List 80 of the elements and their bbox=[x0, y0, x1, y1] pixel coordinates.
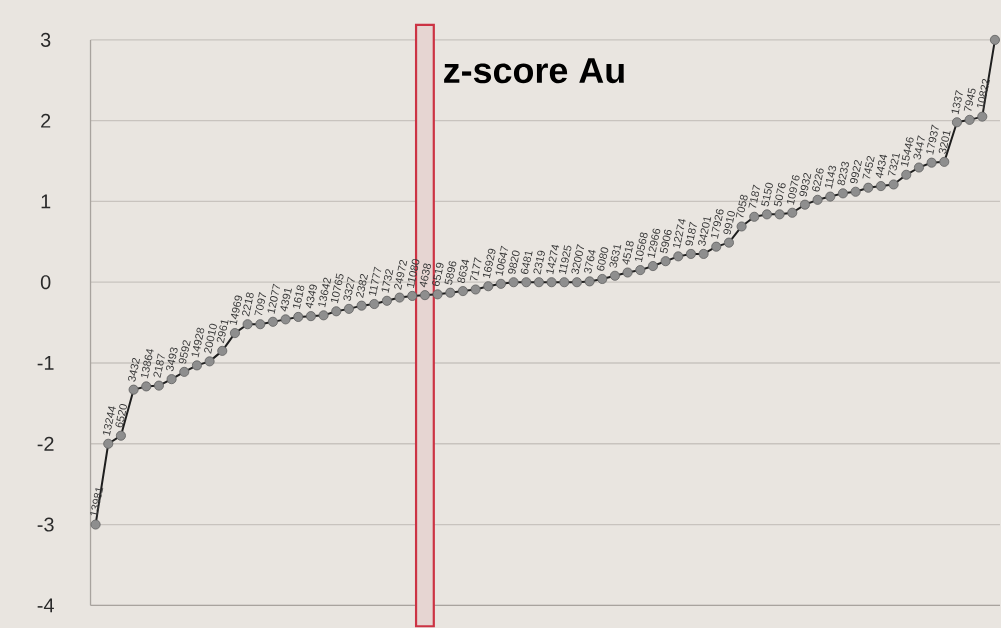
x-tick-label: 6080 bbox=[596, 247, 609, 271]
x-tick-label: 4349 bbox=[305, 284, 317, 309]
x-tick-label: 9932 bbox=[799, 172, 812, 197]
x-tick-label: 10765 bbox=[330, 273, 344, 304]
x-tick-label: 6519 bbox=[432, 262, 444, 286]
x-tick-label: 9910 bbox=[723, 210, 735, 235]
x-tick-label: 13244 bbox=[102, 406, 116, 436]
x-tick-label: 7452 bbox=[862, 155, 875, 179]
x-tick-label: 14274 bbox=[546, 244, 560, 275]
x-tick-label: 6481 bbox=[520, 251, 533, 274]
x-tick-label: 16929 bbox=[482, 248, 496, 279]
x-tick-label: 4518 bbox=[622, 240, 634, 265]
x-tick-label: 10822 bbox=[976, 78, 990, 109]
y-tick-label: -4 bbox=[37, 598, 54, 613]
y-tick-label: 1 bbox=[41, 194, 51, 209]
x-tick-label: 15446 bbox=[900, 137, 914, 167]
x-tick-label: 10568 bbox=[634, 232, 648, 262]
x-tick-label: 5896 bbox=[444, 260, 457, 285]
x-tick-label: 7321 bbox=[887, 153, 900, 176]
x-tick-label: 5076 bbox=[773, 182, 786, 207]
x-tick-label: 3493 bbox=[166, 347, 178, 372]
x-tick-label: 3764 bbox=[584, 249, 596, 274]
x-tick-label: 34201 bbox=[698, 217, 712, 246]
x-tick-label: 24972 bbox=[394, 259, 408, 290]
x-tick-label: 4434 bbox=[875, 154, 888, 179]
x-tick-label: 3432 bbox=[128, 357, 140, 382]
y-tick-label: -3 bbox=[37, 517, 54, 532]
y-tick-label: -2 bbox=[37, 436, 54, 451]
x-tick-label: 14969 bbox=[229, 295, 243, 325]
x-tick-label: 9592 bbox=[178, 340, 191, 364]
x-tick-label: 11080 bbox=[406, 259, 420, 288]
x-tick-label: 6520 bbox=[115, 403, 127, 428]
x-tick-label: 12077 bbox=[267, 283, 281, 314]
x-tick-label: 2319 bbox=[533, 250, 545, 275]
x-tick-label: 10976 bbox=[786, 174, 800, 205]
x-tick-label: 1337 bbox=[951, 90, 963, 115]
x-tick-label: 13981 bbox=[90, 487, 104, 517]
x-tick-label: 7058 bbox=[735, 194, 748, 218]
x-tick-label: 5906 bbox=[659, 229, 672, 254]
x-tick-label: 9187 bbox=[685, 221, 697, 246]
x-tick-label: 12274 bbox=[672, 218, 686, 249]
y-tick-label: 3 bbox=[40, 32, 51, 47]
x-tick-label: 13864 bbox=[140, 349, 154, 379]
x-tick-label: 17937 bbox=[926, 124, 939, 155]
x-tick-label: 11925 bbox=[558, 245, 572, 275]
x-tick-label: 12966 bbox=[647, 228, 661, 258]
x-tick-label: 3447 bbox=[913, 135, 925, 160]
x-tick-label: 14928 bbox=[191, 327, 205, 358]
x-tick-label: 8634 bbox=[457, 259, 470, 283]
x-tick-label: 7097 bbox=[254, 291, 267, 315]
x-tick-label: 11777 bbox=[368, 266, 382, 296]
x-tick-label: 3631 bbox=[609, 244, 622, 268]
x-tick-label: 2218 bbox=[242, 292, 254, 317]
x-tick-label: 20010 bbox=[204, 323, 217, 354]
x-tick-label: 4638 bbox=[419, 263, 431, 288]
x-tick-label: 13642 bbox=[318, 277, 332, 308]
x-tick-label: 10647 bbox=[495, 245, 509, 276]
x-tick-label: 1618 bbox=[292, 285, 305, 309]
x-tick-label: 2382 bbox=[356, 273, 368, 298]
chart-title: z-score Au bbox=[444, 58, 624, 84]
x-tick-label: 2961 bbox=[216, 320, 229, 343]
x-tick-label: 7945 bbox=[963, 87, 976, 111]
x-tick-label: 9922 bbox=[850, 159, 862, 184]
x-tick-label: 4391 bbox=[280, 288, 292, 312]
x-tick-label: 1732 bbox=[381, 269, 394, 293]
x-tick-label: 8233 bbox=[837, 161, 849, 186]
x-tick-label: 3201 bbox=[938, 131, 951, 154]
x-tick-label: 32007 bbox=[571, 244, 585, 275]
y-tick-label: 0 bbox=[40, 275, 51, 290]
x-tick-label: 2187 bbox=[153, 353, 165, 378]
x-tick-label: 5150 bbox=[761, 182, 773, 207]
y-tick-label: -1 bbox=[37, 356, 54, 370]
x-tick-label: 9820 bbox=[508, 250, 520, 274]
y-tick-label: 2 bbox=[41, 113, 51, 128]
x-tick-label: 17926 bbox=[710, 208, 724, 239]
x-tick-label: 1143 bbox=[824, 165, 837, 189]
x-tick-label: 7187 bbox=[748, 184, 761, 208]
x-tick-label: 3327 bbox=[343, 276, 355, 301]
x-tick-label: 6226 bbox=[812, 168, 824, 192]
x-tick-label: 7177 bbox=[469, 257, 482, 281]
